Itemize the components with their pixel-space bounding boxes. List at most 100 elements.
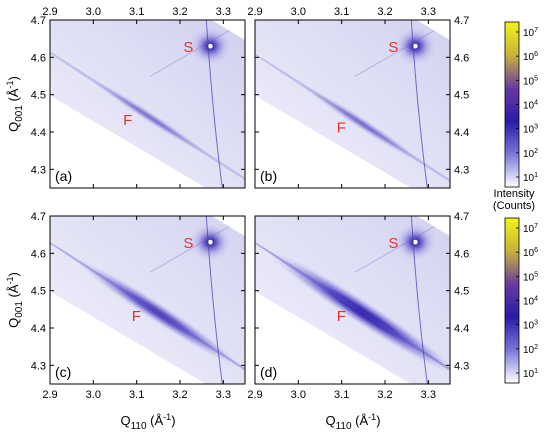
x-tick-label: 3.2 (377, 6, 392, 18)
y-tick-label: 4.7 (31, 15, 46, 27)
film-streak (50, 40, 245, 188)
y-tick-label: 4.7 (31, 211, 46, 223)
substrate-tail (150, 219, 241, 273)
colorbar-tick-label: 102 (523, 344, 538, 356)
plot-frame (254, 19, 451, 189)
colorbar-tick-label: 107 (523, 27, 538, 39)
colorbar-title-line: (Counts) (493, 200, 535, 212)
y-tick-label: 4.4 (454, 127, 469, 139)
substrate-tail (355, 219, 446, 273)
substrate-tail (150, 23, 241, 77)
x-tick-label: 3.2 (172, 6, 187, 18)
x-tick-label: 3.0 (291, 389, 306, 401)
colorbar-tick-label: 106 (523, 51, 538, 63)
panel-label: (c) (55, 364, 71, 380)
y-tick-label: 4.4 (454, 323, 469, 335)
film-peak (74, 257, 243, 369)
y-tick-label: 4.6 (31, 52, 46, 64)
y-tick-label: 4.5 (31, 90, 46, 102)
panel-label: (d) (260, 364, 277, 380)
y-tick-label: 4.6 (31, 248, 46, 260)
y-tick-label: 4.5 (454, 90, 469, 102)
substrate-tail (355, 23, 446, 77)
y-tick-label: 4.6 (454, 248, 469, 260)
y-tick-label: 4.7 (454, 211, 469, 223)
x-tick-label: 3.3 (216, 6, 231, 18)
colorbar-tick-label: 104 (523, 100, 538, 112)
x-tick-label: 3.0 (86, 6, 101, 18)
y-tick-label: 4.5 (454, 286, 469, 298)
panel-axes: 2.9 3.0 3.1 3.2 3.3 4.3 4.4 4.5 4.6 4.7 S F (a) (31, 6, 246, 189)
y-tick-label: 4.3 (31, 360, 46, 372)
film-peak-label: F (123, 112, 132, 129)
colorbar-tick-label: 101 (523, 368, 538, 380)
film-peak (300, 83, 427, 166)
substrate-peak-core (412, 43, 418, 49)
plot-frame (49, 19, 246, 189)
y-axis-title: Q001 (Å-1) (5, 76, 25, 132)
film-streak (255, 236, 450, 384)
rsm-panel (50, 216, 245, 384)
x-tick-label: 2.9 (247, 389, 262, 401)
colorbar-tick-label: 101 (523, 172, 538, 184)
rsm-panel (255, 216, 450, 384)
x-axis-title: Q110 (Å-1) (325, 412, 380, 432)
y-tick-label: 4.3 (454, 360, 469, 372)
y-tick-label: 4.4 (31, 323, 46, 335)
colorbar: 107 106 105 104 103 102 101 (504, 217, 538, 384)
y-tick-label: 4.6 (454, 52, 469, 64)
x-axis-title: Q110 (Å-1) (120, 412, 175, 432)
panel-label: (a) (55, 168, 72, 184)
film-streak (255, 48, 450, 188)
colorbar-tick-label: 102 (523, 148, 538, 160)
y-tick-label: 4.3 (31, 164, 46, 176)
colorbar-tick-label: 107 (523, 223, 538, 235)
x-tick-label: 3.0 (291, 6, 306, 18)
panel-label: (b) (260, 168, 277, 184)
plot-frame (49, 215, 246, 385)
film-peak-label: F (337, 308, 346, 325)
substrate-streak (205, 20, 223, 188)
colorbar-tick-label: 103 (523, 320, 538, 332)
x-tick-label: 2.9 (42, 6, 57, 18)
substrate-peak-core (412, 239, 418, 245)
substrate-peak-label: S (183, 235, 193, 252)
colorbar-tick-label: 105 (523, 271, 538, 283)
rsm-panel (255, 20, 450, 188)
x-tick-label: 3.0 (86, 389, 101, 401)
colorbar-tick-label: 106 (523, 247, 538, 259)
substrate-peak-label: S (183, 39, 193, 56)
colorbar-title-line: Intensity (494, 188, 535, 200)
film-peak (266, 249, 450, 377)
panel-axes: 2.9 3.0 3.1 3.2 3.3 4.3 4.4 4.5 4.6 4.7 S F (d) (247, 211, 469, 401)
x-tick-label: 3.1 (334, 6, 349, 18)
x-tick-label: 3.2 (377, 389, 392, 401)
x-tick-label: 3.3 (421, 389, 436, 401)
film-streak (50, 236, 245, 384)
film-peak-label: F (132, 308, 141, 325)
x-tick-label: 2.9 (247, 6, 262, 18)
x-tick-label: 3.3 (216, 389, 231, 401)
y-tick-label: 4.5 (31, 286, 46, 298)
substrate-streak (410, 20, 428, 188)
colorbar-tick-label: 104 (523, 296, 538, 308)
x-tick-label: 3.1 (129, 6, 144, 18)
colorbar: 107 106 105 104 103 102 101 (504, 21, 538, 188)
substrate-peak-label: S (388, 39, 398, 56)
colorbar-title: Intensity(Counts) (493, 188, 535, 212)
panel-axes: 2.9 3.0 3.1 3.2 3.3 4.3 4.4 4.5 4.6 4.7 S F (c) (31, 211, 246, 401)
colorbar-tick-label: 105 (523, 75, 538, 87)
x-tick-label: 3.1 (334, 389, 349, 401)
substrate-peak-core (207, 239, 213, 245)
substrate-peak-label: S (388, 235, 398, 252)
panel-axes: 2.9 3.0 3.1 3.2 3.3 4.3 4.4 4.5 4.6 4.7 S F (b) (247, 6, 469, 189)
rsm-panel (50, 20, 245, 188)
plot-frame (254, 215, 451, 385)
substrate-peak-core (207, 43, 213, 49)
substrate-streak (410, 216, 428, 384)
x-tick-label: 3.1 (129, 389, 144, 401)
x-tick-label: 3.3 (421, 6, 436, 18)
x-tick-label: 3.2 (172, 389, 187, 401)
y-tick-label: 4.7 (454, 15, 469, 27)
